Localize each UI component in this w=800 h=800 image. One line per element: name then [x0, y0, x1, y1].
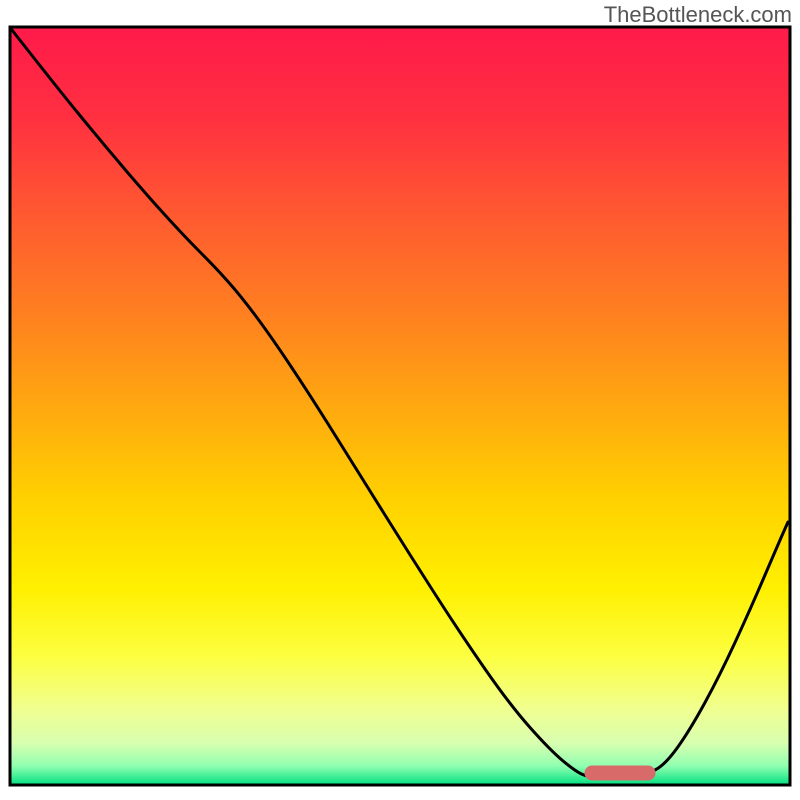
- plot-background: [10, 27, 790, 785]
- watermark-text: TheBottleneck.com: [604, 2, 792, 28]
- optimal-marker: [585, 766, 655, 780]
- chart-svg: [0, 0, 800, 800]
- chart-container: TheBottleneck.com: [0, 0, 800, 800]
